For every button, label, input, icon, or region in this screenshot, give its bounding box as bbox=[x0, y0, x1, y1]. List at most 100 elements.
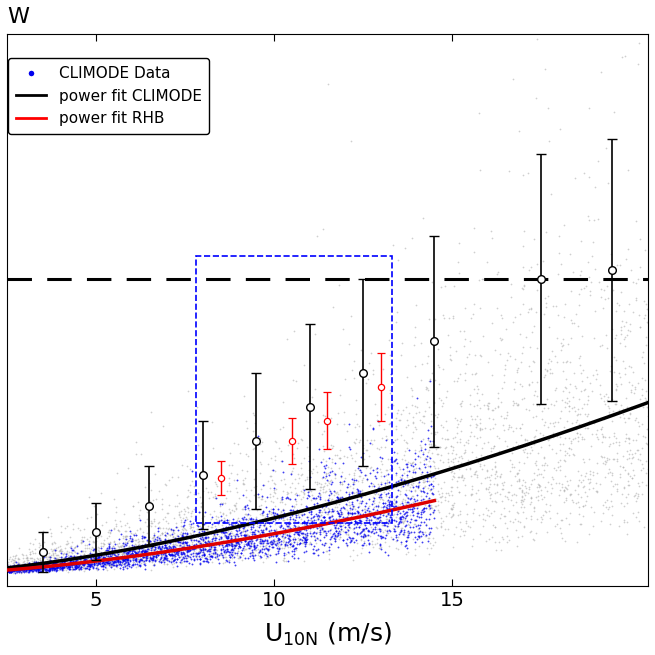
Point bbox=[241, 530, 252, 540]
Point bbox=[621, 393, 631, 403]
Point bbox=[76, 562, 86, 572]
Point bbox=[411, 424, 421, 434]
Point bbox=[375, 493, 385, 504]
Point bbox=[304, 451, 314, 461]
Point bbox=[409, 550, 420, 561]
Point bbox=[121, 548, 131, 558]
Point bbox=[422, 424, 433, 435]
Point bbox=[536, 512, 546, 522]
Point bbox=[284, 548, 294, 558]
Point bbox=[367, 510, 378, 520]
Point bbox=[256, 527, 267, 537]
Point bbox=[219, 531, 229, 541]
Point bbox=[17, 559, 28, 569]
Point bbox=[111, 557, 121, 567]
Point bbox=[597, 1, 608, 11]
Point bbox=[115, 515, 126, 526]
Point bbox=[180, 533, 191, 543]
Point bbox=[110, 543, 121, 553]
Point bbox=[468, 515, 478, 526]
Point bbox=[351, 487, 362, 498]
Point bbox=[302, 502, 312, 512]
Point bbox=[238, 533, 248, 543]
Point bbox=[122, 548, 132, 559]
Point bbox=[443, 454, 453, 464]
Point bbox=[422, 533, 433, 544]
Point bbox=[248, 550, 259, 560]
Point bbox=[248, 555, 259, 565]
Point bbox=[343, 525, 354, 536]
Point bbox=[13, 564, 24, 574]
Point bbox=[271, 539, 281, 550]
Point bbox=[287, 525, 297, 535]
Point bbox=[448, 500, 458, 510]
Point bbox=[324, 489, 334, 500]
Point bbox=[50, 562, 61, 572]
Point bbox=[145, 552, 156, 562]
Point bbox=[354, 471, 364, 481]
Point bbox=[102, 559, 113, 570]
Point bbox=[44, 555, 54, 565]
Point bbox=[381, 430, 391, 441]
Point bbox=[183, 507, 193, 517]
Point bbox=[289, 519, 299, 530]
Point bbox=[426, 472, 436, 483]
Point bbox=[449, 280, 459, 291]
Point bbox=[253, 547, 264, 557]
Point bbox=[322, 476, 333, 486]
Point bbox=[102, 557, 113, 568]
Point bbox=[120, 561, 130, 572]
Point bbox=[202, 545, 213, 555]
Point bbox=[357, 525, 367, 535]
Point bbox=[240, 544, 250, 554]
Point bbox=[449, 453, 460, 463]
Point bbox=[496, 509, 507, 519]
Point bbox=[447, 457, 458, 468]
Point bbox=[599, 1, 609, 11]
Point bbox=[241, 533, 252, 543]
Point bbox=[173, 472, 183, 482]
Point bbox=[451, 346, 462, 356]
Point bbox=[315, 494, 326, 504]
Point bbox=[433, 360, 443, 370]
Point bbox=[358, 524, 368, 534]
Point bbox=[239, 479, 250, 489]
Point bbox=[215, 527, 226, 537]
Point bbox=[56, 552, 67, 562]
Point bbox=[639, 313, 649, 324]
Point bbox=[70, 557, 81, 567]
Point bbox=[221, 540, 231, 550]
Point bbox=[621, 1, 631, 11]
Point bbox=[597, 432, 608, 443]
Point bbox=[380, 479, 390, 490]
Point bbox=[314, 507, 324, 517]
Point bbox=[172, 536, 183, 546]
Point bbox=[178, 542, 189, 552]
Point bbox=[570, 484, 580, 495]
Point bbox=[110, 545, 121, 555]
Point bbox=[295, 538, 305, 548]
Point bbox=[543, 477, 553, 487]
Point bbox=[50, 557, 60, 567]
Point bbox=[176, 520, 186, 531]
Point bbox=[141, 506, 152, 517]
Point bbox=[4, 554, 14, 565]
Point bbox=[71, 558, 81, 569]
Point bbox=[248, 520, 258, 531]
Point bbox=[170, 500, 180, 511]
Point bbox=[53, 555, 64, 566]
Point bbox=[168, 550, 178, 561]
Point bbox=[219, 557, 230, 568]
Point bbox=[346, 508, 357, 518]
Point bbox=[531, 528, 542, 538]
Point bbox=[31, 562, 41, 572]
Point bbox=[398, 449, 409, 460]
Point bbox=[153, 523, 164, 533]
Point bbox=[596, 424, 607, 434]
Point bbox=[552, 309, 563, 320]
Point bbox=[45, 555, 56, 565]
Point bbox=[303, 523, 313, 534]
Point bbox=[359, 537, 369, 548]
Point bbox=[388, 493, 399, 504]
Point bbox=[164, 536, 174, 546]
